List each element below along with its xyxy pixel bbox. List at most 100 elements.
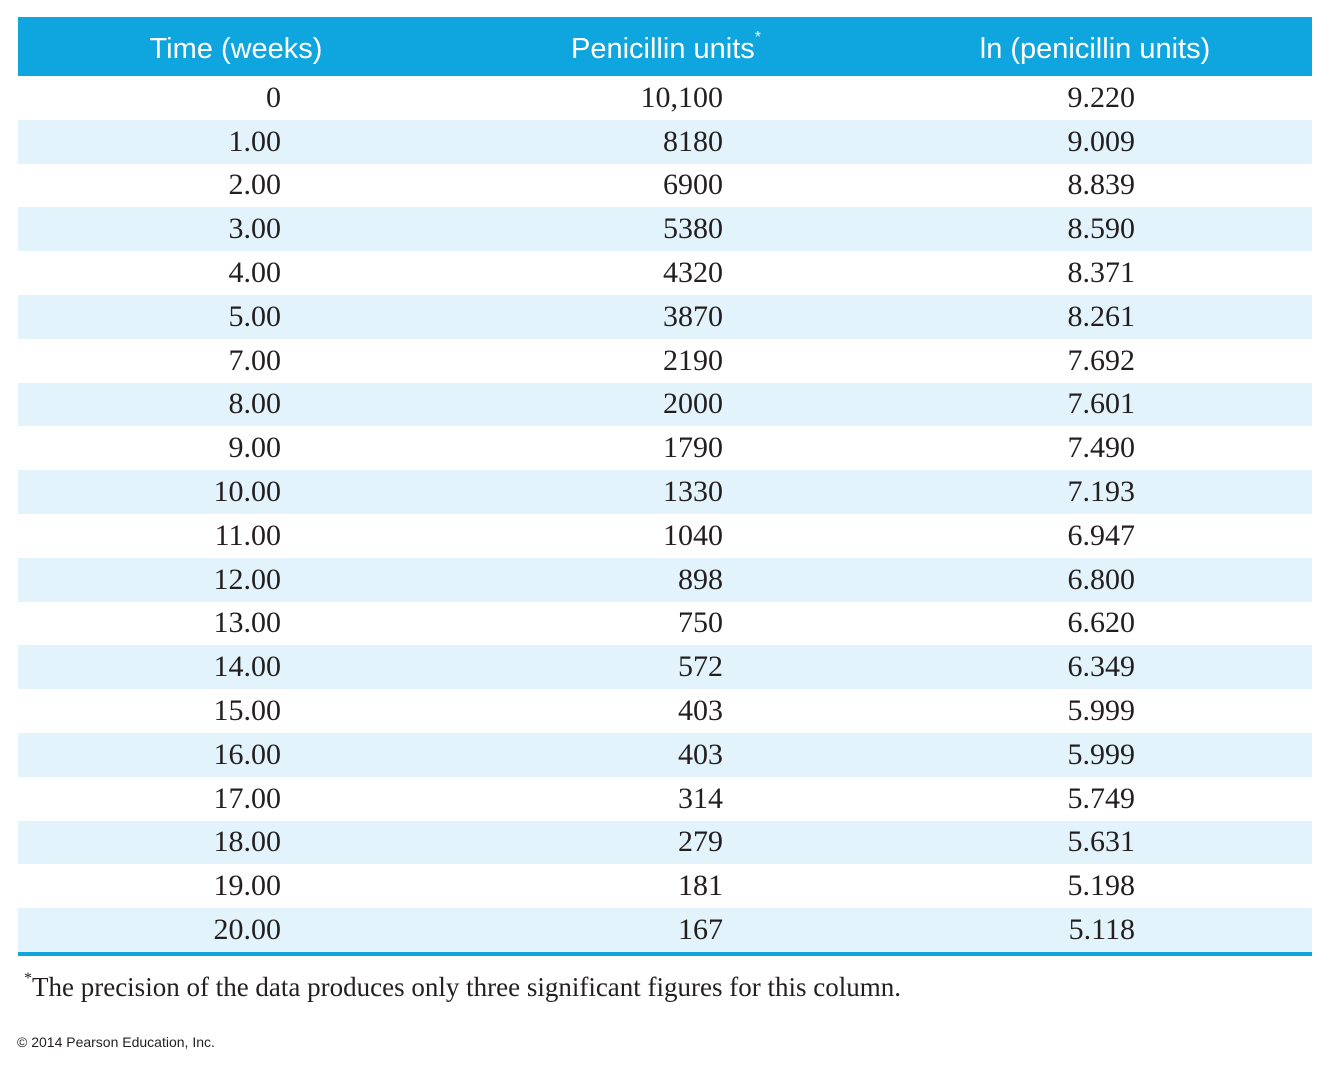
- cell-time: 20.00: [18, 913, 454, 947]
- cell-time-value: 16.00: [213, 737, 282, 771]
- table-row: 0 10,100 9.220: [18, 76, 1312, 120]
- cell-ln-value: 6.800: [1067, 562, 1136, 596]
- cell-time: 13.00: [18, 606, 454, 640]
- cell-ln: 8.261: [878, 300, 1312, 334]
- cell-time: 18.00: [18, 825, 454, 859]
- cell-penicillin: 898: [454, 563, 878, 597]
- cell-penicillin: 167: [454, 913, 878, 947]
- cell-time: 3.00: [18, 212, 454, 246]
- cell-ln-value: 5.631: [1067, 825, 1136, 859]
- cell-ln: 6.800: [878, 563, 1312, 597]
- cell-penicillin-value: 181: [678, 869, 723, 903]
- cell-penicillin-value: 1330: [663, 475, 723, 509]
- table-row: 2.00 6900 8.839: [18, 164, 1312, 208]
- cell-time-value: 9.00: [228, 431, 282, 465]
- table-row: 9.00 1790 7.490: [18, 426, 1312, 470]
- cell-penicillin-value: 8180: [663, 124, 723, 158]
- cell-time: 5.00: [18, 300, 454, 334]
- cell-penicillin-value: 403: [678, 694, 723, 728]
- header-footnote-mark: *: [754, 28, 761, 46]
- cell-penicillin: 572: [454, 650, 878, 684]
- cell-penicillin-value: 314: [678, 781, 723, 815]
- cell-time-value: 14.00: [213, 650, 282, 684]
- cell-ln: 9.009: [878, 125, 1312, 159]
- table-row: 4.00 4320 8.371: [18, 251, 1312, 295]
- cell-ln: 6.620: [878, 606, 1312, 640]
- cell-time: 12.00: [18, 563, 454, 597]
- cell-time: 14.00: [18, 650, 454, 684]
- cell-time: 4.00: [18, 256, 454, 290]
- cell-time: 16.00: [18, 738, 454, 772]
- cell-penicillin: 10,100: [454, 81, 878, 115]
- cell-time-value: 13.00: [213, 606, 282, 640]
- cell-penicillin-value: 750: [678, 606, 723, 640]
- cell-ln: 9.220: [878, 81, 1312, 115]
- cell-time-value: 0: [266, 80, 281, 114]
- cell-ln-value: 5.999: [1067, 737, 1136, 771]
- penicillin-table: Time (weeks) Penicillin units* ln (penic…: [18, 17, 1312, 956]
- cell-penicillin: 279: [454, 825, 878, 859]
- cell-time-value: 8.00: [228, 387, 282, 421]
- cell-time: 0: [18, 81, 454, 115]
- footnote-text: The precision of the data produces only …: [32, 972, 901, 1002]
- cell-time: 17.00: [18, 782, 454, 816]
- cell-time-value: 1.00: [228, 124, 282, 158]
- table-row: 19.00 181 5.198: [18, 864, 1312, 908]
- copyright-notice: © 2014 Pearson Education, Inc.: [17, 1034, 215, 1050]
- cell-penicillin-value: 1040: [663, 518, 723, 552]
- header-time: Time (weeks): [18, 33, 454, 66]
- table-footnote: *The precision of the data produces only…: [24, 970, 901, 1003]
- cell-penicillin: 2000: [454, 387, 878, 421]
- cell-penicillin-value: 572: [678, 650, 723, 684]
- table-row: 16.00 403 5.999: [18, 732, 1312, 777]
- cell-penicillin: 403: [454, 694, 878, 728]
- cell-time: 2.00: [18, 168, 454, 202]
- cell-ln: 6.947: [878, 519, 1312, 553]
- cell-penicillin-value: 898: [678, 562, 723, 596]
- header-time-label: Time (weeks): [149, 32, 323, 65]
- cell-ln-value: 8.590: [1067, 212, 1136, 246]
- cell-ln-value: 5.118: [1068, 913, 1135, 947]
- cell-ln: 8.590: [878, 212, 1312, 246]
- table-row: 5.00 3870 8.261: [18, 294, 1312, 339]
- cell-time-value: 17.00: [213, 781, 282, 815]
- table-row: 8.00 2000 7.601: [18, 382, 1312, 427]
- cell-penicillin: 181: [454, 869, 878, 903]
- cell-penicillin: 1040: [454, 519, 878, 553]
- cell-penicillin-value: 4320: [663, 256, 723, 290]
- cell-ln: 8.839: [878, 168, 1312, 202]
- cell-ln-value: 9.220: [1067, 80, 1136, 114]
- cell-ln-value: 5.999: [1067, 694, 1136, 728]
- cell-ln: 5.749: [878, 782, 1312, 816]
- header-penicillin: Penicillin units*: [454, 29, 878, 66]
- cell-ln: 5.118: [878, 913, 1312, 947]
- table-row: 3.00 5380 8.590: [18, 207, 1312, 252]
- header-penicillin-label: Penicillin units: [571, 32, 755, 65]
- cell-time-value: 11.00: [214, 518, 281, 552]
- cell-penicillin-value: 279: [678, 825, 723, 859]
- cell-ln-value: 6.620: [1067, 606, 1136, 640]
- cell-ln: 7.193: [878, 475, 1312, 509]
- header-ln-label: ln (penicillin units): [979, 32, 1211, 65]
- cell-ln: 5.999: [878, 738, 1312, 772]
- table-row: 12.00 898 6.800: [18, 557, 1312, 602]
- table-row: 10.00 1330 7.193: [18, 470, 1312, 514]
- cell-penicillin-value: 3870: [663, 299, 723, 333]
- cell-time-value: 10.00: [213, 475, 282, 509]
- cell-penicillin: 1330: [454, 475, 878, 509]
- table-bottom-rule: [18, 951, 1312, 956]
- cell-penicillin-value: 167: [678, 913, 723, 947]
- cell-ln-value: 8.839: [1067, 168, 1136, 202]
- cell-penicillin: 4320: [454, 256, 878, 290]
- cell-ln-value: 8.261: [1067, 299, 1136, 333]
- cell-time: 7.00: [18, 344, 454, 378]
- cell-penicillin-value: 2190: [663, 343, 723, 377]
- cell-ln: 6.349: [878, 650, 1312, 684]
- cell-penicillin: 3870: [454, 300, 878, 334]
- cell-penicillin: 750: [454, 606, 878, 640]
- cell-ln: 5.198: [878, 869, 1312, 903]
- cell-time-value: 19.00: [213, 869, 282, 903]
- cell-ln-value: 7.490: [1067, 431, 1136, 465]
- cell-ln: 5.631: [878, 825, 1312, 859]
- header-ln: ln (penicillin units): [878, 33, 1312, 66]
